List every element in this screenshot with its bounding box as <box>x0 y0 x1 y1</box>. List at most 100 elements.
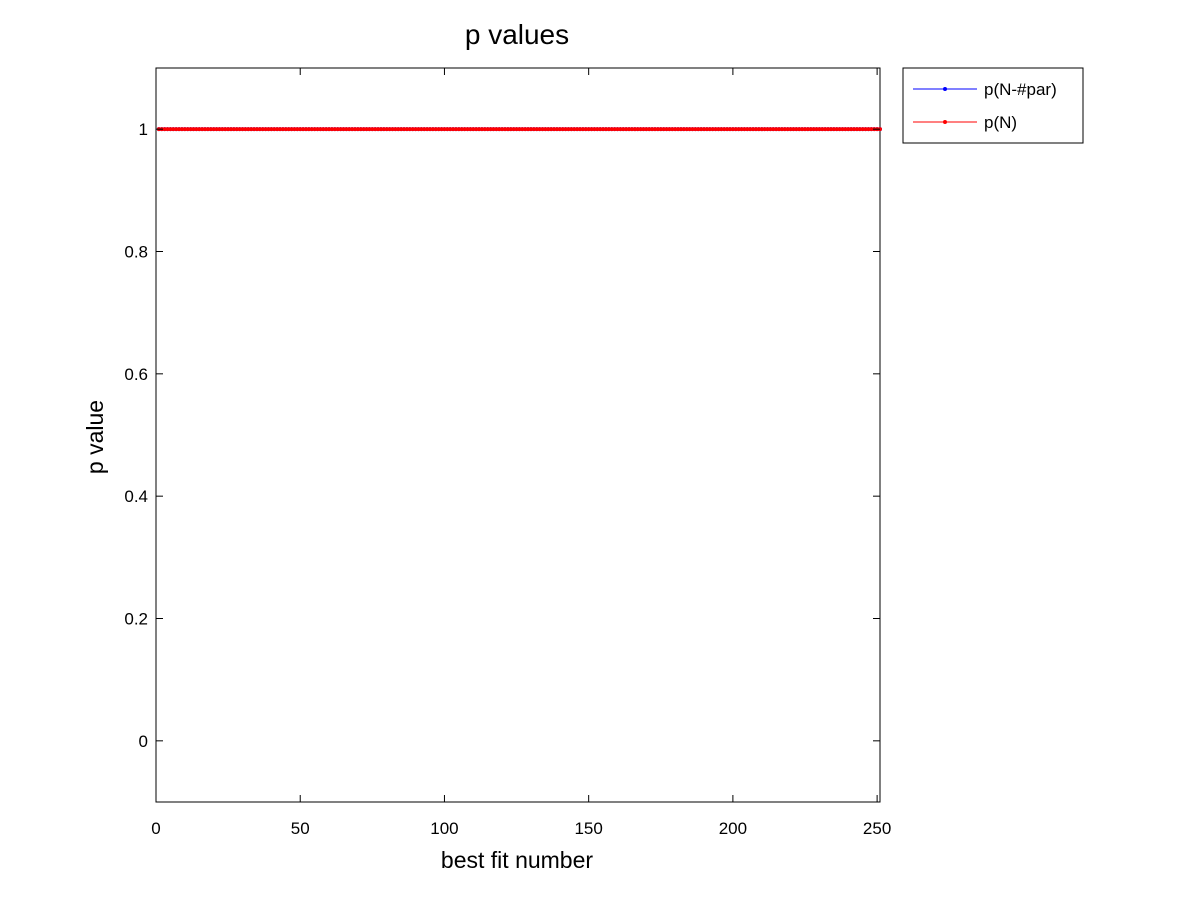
data-point <box>367 127 372 132</box>
data-point <box>644 127 649 132</box>
data-point <box>179 127 184 132</box>
data-point <box>442 127 447 132</box>
legend-swatch-marker <box>943 120 947 124</box>
data-point <box>803 127 808 132</box>
data-point <box>546 127 551 132</box>
data-point <box>240 127 245 132</box>
data-point <box>687 127 692 132</box>
x-tick-label: 100 <box>430 819 458 838</box>
data-point <box>309 127 314 132</box>
data-point <box>554 127 559 132</box>
data-point <box>693 127 698 132</box>
data-point <box>413 127 418 132</box>
data-point <box>684 127 689 132</box>
data-point <box>243 127 248 132</box>
data-point <box>794 127 799 132</box>
data-point <box>601 127 606 132</box>
data-point <box>612 127 617 132</box>
data-point <box>197 127 202 132</box>
data-point <box>361 127 366 132</box>
data-point <box>312 127 317 132</box>
data-point <box>223 127 228 132</box>
data-point <box>745 127 750 132</box>
y-tick-label: 0 <box>139 732 148 751</box>
data-point <box>404 127 409 132</box>
legend-label: p(N) <box>984 113 1017 132</box>
data-point <box>430 127 435 132</box>
data-point <box>768 127 773 132</box>
data-point <box>805 127 810 132</box>
data-point <box>817 127 822 132</box>
data-point <box>736 127 741 132</box>
data-point <box>402 127 407 132</box>
data-point <box>560 127 565 132</box>
data-point <box>756 127 761 132</box>
data-point <box>376 127 381 132</box>
data-point <box>618 127 623 132</box>
data-point <box>266 127 271 132</box>
data-point <box>785 127 790 132</box>
data-point <box>332 127 337 132</box>
data-point <box>289 127 294 132</box>
y-axis-title: p value <box>82 400 108 474</box>
data-point <box>237 127 242 132</box>
y-tick-label: 1 <box>139 120 148 139</box>
data-point <box>358 127 363 132</box>
data-point <box>526 127 531 132</box>
x-tick-label: 0 <box>151 819 160 838</box>
data-point <box>200 127 205 132</box>
data-point <box>863 127 868 132</box>
data-point <box>497 127 502 132</box>
data-point <box>393 127 398 132</box>
data-point <box>448 127 453 132</box>
data-point <box>234 127 239 132</box>
data-point <box>456 127 461 132</box>
data-point <box>396 127 401 132</box>
data-point <box>586 127 591 132</box>
data-point <box>820 127 825 132</box>
data-point <box>843 127 848 132</box>
data-point <box>779 127 784 132</box>
data-point <box>563 127 568 132</box>
data-point <box>254 127 259 132</box>
data-point <box>624 127 629 132</box>
data-point <box>557 127 562 132</box>
data-point <box>416 127 421 132</box>
x-tick-label: 250 <box>863 819 891 838</box>
data-point <box>373 127 378 132</box>
data-point <box>433 127 438 132</box>
data-point <box>471 127 476 132</box>
legend-item-1: p(N) <box>913 113 1017 132</box>
data-point <box>629 127 634 132</box>
data-point <box>191 127 196 132</box>
data-point <box>595 127 600 132</box>
data-point <box>834 127 839 132</box>
data-point <box>774 127 779 132</box>
data-point <box>678 127 683 132</box>
data-point <box>508 127 513 132</box>
data-point <box>419 127 424 132</box>
data-point <box>583 127 588 132</box>
data-point <box>292 127 297 132</box>
data-point <box>866 127 871 132</box>
data-point <box>286 127 291 132</box>
data-point <box>670 127 675 132</box>
data-point <box>301 127 306 132</box>
data-point <box>321 127 326 132</box>
data-point <box>453 127 458 132</box>
data-point <box>800 127 805 132</box>
data-point <box>306 127 311 132</box>
data-point <box>572 127 577 132</box>
data-point <box>696 127 701 132</box>
data-point <box>811 127 816 132</box>
data-point <box>540 127 545 132</box>
data-point <box>384 127 389 132</box>
data-point <box>638 127 643 132</box>
data-point <box>295 127 300 132</box>
data-point <box>710 127 715 132</box>
data-point <box>658 127 663 132</box>
data-point <box>422 127 427 132</box>
data-point <box>500 127 505 132</box>
data-point <box>771 127 776 132</box>
data-point <box>171 127 176 132</box>
